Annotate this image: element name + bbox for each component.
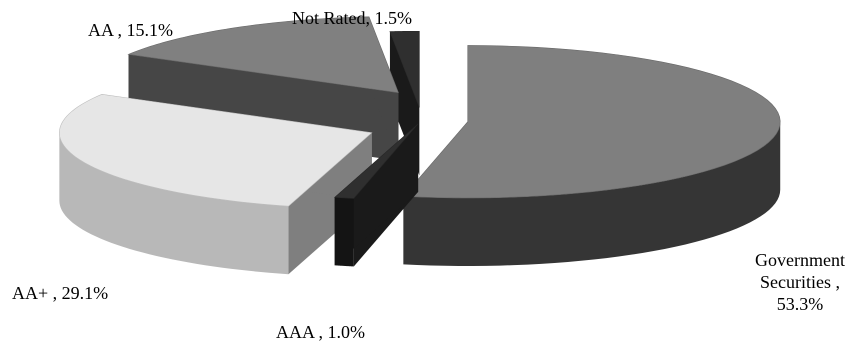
slice-wall-aaa-1 xyxy=(334,123,419,266)
slice-top-aa xyxy=(127,16,399,94)
label-gov-line3: 53.3% xyxy=(777,294,824,314)
slice-outer-wall-government-securities xyxy=(403,121,781,266)
slice-top-government-securities xyxy=(402,45,781,199)
slice-top-not-rated xyxy=(389,30,420,108)
slice-outer-wall-aa xyxy=(59,132,289,275)
slices-layer xyxy=(59,16,781,275)
slice-outer-wall-aaa xyxy=(334,197,354,267)
slice-government-securities xyxy=(402,45,781,266)
label-not-rated: Not Rated, 1.5% xyxy=(292,8,412,28)
label-aaa: AAA , 1.0% xyxy=(276,322,365,342)
slice-aaa xyxy=(333,123,419,267)
label-aa-plus: AA+ , 29.1% xyxy=(12,283,108,303)
slice-top-aa xyxy=(59,93,373,207)
slice-aa xyxy=(59,93,373,275)
slice-top-aaa xyxy=(333,123,419,199)
label-gov-line2: Securities , xyxy=(760,272,840,292)
label-aa: AA , 15.1% xyxy=(88,20,173,40)
label-gov-line1: Government xyxy=(755,250,845,270)
